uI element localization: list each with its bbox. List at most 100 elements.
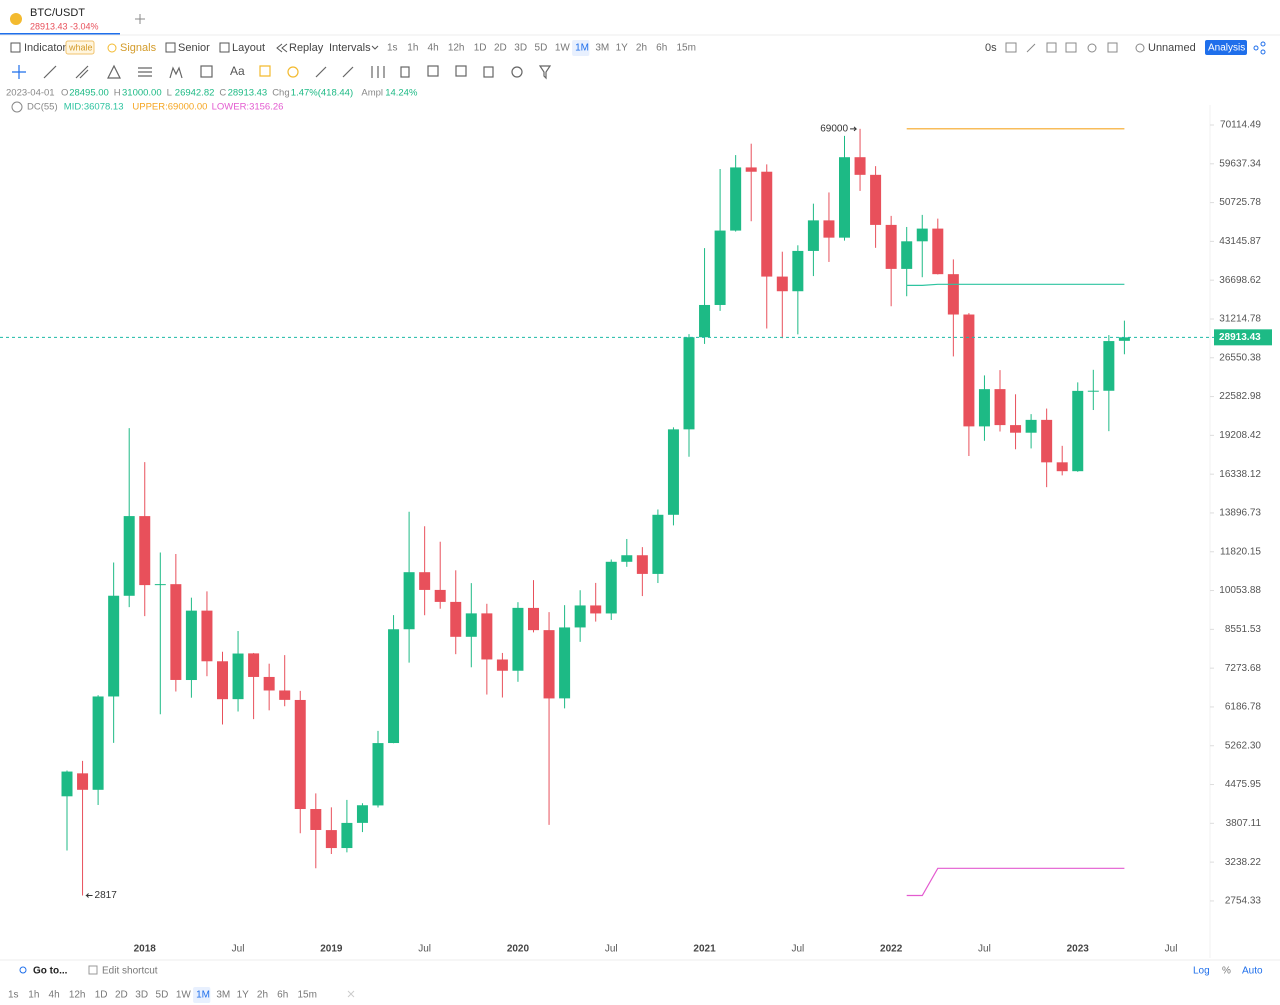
drawing-tools[interactable] [12, 64, 552, 80]
interval-button[interactable]: 12h [448, 43, 465, 54]
interval-button[interactable]: 2D [115, 990, 128, 1001]
analysis-button[interactable]: Analysis [1208, 43, 1245, 54]
auto-toggle[interactable]: Auto [1242, 966, 1263, 977]
interval-button[interactable]: 1s [387, 43, 398, 54]
senior-button[interactable]: Senior [178, 42, 210, 54]
whale-badge [65, 40, 95, 55]
text-tool[interactable]: Aa [230, 64, 245, 78]
candle-body [1025, 419, 1037, 433]
candle-body [512, 607, 524, 671]
header-o-key: O [61, 88, 68, 99]
log-toggle[interactable]: Log [1193, 966, 1210, 977]
y-tick-label: 26550.38 [1219, 352, 1261, 363]
candle-body [932, 228, 944, 275]
interval-button[interactable]: 1D [474, 43, 487, 54]
candle-body [543, 630, 555, 699]
header-h-key: H [114, 88, 121, 99]
interval-button[interactable]: 2h [257, 990, 268, 1001]
interval-button[interactable]: 3D [135, 990, 148, 1001]
y-tick-label: 4475.95 [1225, 779, 1262, 790]
share-icon[interactable] [1253, 41, 1266, 55]
interval-button[interactable]: 15m [676, 43, 695, 54]
whale-label: whale [68, 42, 93, 52]
layout-button[interactable]: Layout [232, 42, 265, 54]
interval-button[interactable]: 3M [595, 43, 609, 54]
collapse-icon[interactable] [11, 101, 23, 113]
candle-body [310, 809, 322, 830]
interval-button[interactable]: 1Y [237, 990, 250, 1001]
candle-body [1072, 390, 1084, 472]
y-tick-label: 13896.73 [1219, 508, 1261, 519]
add-tab[interactable] [135, 14, 145, 24]
interval-button[interactable]: 1D [95, 990, 108, 1001]
header-h: 31000.00 [122, 88, 162, 99]
interval-button[interactable]: 15m [297, 990, 316, 1001]
candle-body [450, 601, 462, 637]
close-icon[interactable] [347, 990, 355, 998]
indicator-button[interactable]: Indicator [24, 42, 67, 54]
interval-button[interactable]: 1h [407, 43, 418, 54]
candle-body [465, 613, 477, 637]
interval-button[interactable]: 1W [176, 990, 192, 1001]
x-tick-label: 2019 [320, 944, 343, 955]
interval-button[interactable]: 2D [494, 43, 507, 54]
interval-button[interactable]: 3M [216, 990, 230, 1001]
y-tick-label: 19208.42 [1219, 430, 1261, 441]
interval-button[interactable]: 4h [49, 990, 60, 1001]
percent-toggle[interactable]: % [1222, 966, 1231, 977]
signals-button[interactable]: Signals [120, 42, 157, 54]
x-tick-label: 2018 [134, 944, 157, 955]
y-tick-label: 36698.62 [1219, 275, 1261, 286]
candle-body [652, 514, 664, 574]
goto-button[interactable]: Go to... [33, 966, 68, 977]
interval-button[interactable]: 1M [575, 43, 589, 54]
candle-body [590, 605, 602, 614]
candle-body [170, 584, 182, 680]
candle-body [341, 822, 353, 849]
analysis-button-bg[interactable] [1205, 40, 1247, 55]
edit-shortcut[interactable]: Edit shortcut [102, 966, 158, 977]
interval-button[interactable]: 1W [555, 43, 571, 54]
interval-button[interactable]: 12h [69, 990, 86, 1001]
candle-body [154, 584, 166, 586]
interval-active-bg [193, 987, 211, 1003]
interval-button[interactable]: 1M [196, 990, 210, 1001]
candle-body [403, 572, 415, 630]
candle-body [388, 629, 400, 744]
y-tick-label: 6186.78 [1225, 702, 1262, 713]
interval-button[interactable]: 1s [8, 990, 19, 1001]
candle-body [419, 572, 431, 590]
interval-button[interactable]: 4h [428, 43, 439, 54]
icon [371, 45, 379, 50]
interval-button[interactable]: 3D [514, 43, 527, 54]
icon [19, 966, 27, 974]
interval-button[interactable]: 6h [656, 43, 667, 54]
header-ampl-key: Ampl [361, 88, 383, 99]
interval-active-bg [572, 40, 590, 56]
y-tick-label: 16338.12 [1219, 469, 1261, 480]
interval-button[interactable]: 5D [156, 990, 169, 1001]
candle-body [792, 250, 804, 292]
candle-body [496, 659, 508, 671]
intervals-button[interactable]: Intervals [329, 42, 371, 54]
interval-button[interactable]: 1Y [616, 43, 629, 54]
interval-button[interactable]: 2h [636, 43, 647, 54]
icon [10, 42, 21, 53]
candle-body [1041, 419, 1053, 463]
layout-name[interactable]: Unnamed [1148, 42, 1196, 54]
candle-body [823, 220, 835, 238]
interval-button[interactable]: 1h [28, 990, 39, 1001]
candle-body [77, 773, 89, 790]
x-tick-label: Jul [605, 944, 618, 955]
replay-button[interactable]: Replay [289, 42, 324, 54]
candle-body [1010, 425, 1022, 433]
tab-symbol: BTC/USDT [30, 7, 85, 19]
y-tick-label: 11820.15 [1220, 546, 1261, 557]
interval-button[interactable]: 5D [535, 43, 548, 54]
candle-body [139, 516, 151, 586]
interval-button[interactable]: 6h [277, 990, 288, 1001]
countdown: 0s [985, 42, 997, 54]
candle-body [1118, 337, 1130, 341]
header-l-key: L [167, 88, 172, 99]
candle-body [217, 661, 228, 700]
